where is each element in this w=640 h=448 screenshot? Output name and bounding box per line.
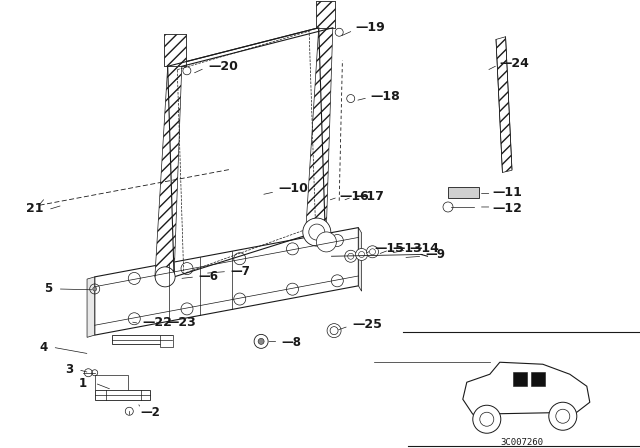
Polygon shape <box>155 66 182 277</box>
Polygon shape <box>513 372 527 386</box>
Polygon shape <box>316 1 335 28</box>
Circle shape <box>93 287 97 291</box>
Circle shape <box>548 402 577 430</box>
Text: —16: —16 <box>339 190 369 203</box>
Circle shape <box>473 405 500 433</box>
Polygon shape <box>112 335 172 344</box>
Circle shape <box>155 267 175 287</box>
Polygon shape <box>496 37 512 172</box>
Circle shape <box>258 338 264 345</box>
Polygon shape <box>358 228 362 291</box>
Text: —11: —11 <box>493 186 523 199</box>
Text: —22: —22 <box>142 316 172 329</box>
Text: —20: —20 <box>208 60 238 73</box>
Circle shape <box>367 246 378 258</box>
Text: —12: —12 <box>493 202 523 215</box>
Text: —2: —2 <box>141 405 161 419</box>
Text: —19: —19 <box>355 21 385 34</box>
Circle shape <box>316 232 337 252</box>
Circle shape <box>356 249 367 260</box>
Text: 3C007260: 3C007260 <box>500 438 543 447</box>
Text: —10: —10 <box>278 181 308 195</box>
Text: —6: —6 <box>198 270 218 284</box>
Text: —23: —23 <box>166 316 196 329</box>
Text: —9: —9 <box>426 247 445 261</box>
Polygon shape <box>531 372 545 386</box>
Polygon shape <box>87 277 95 337</box>
Polygon shape <box>160 335 173 347</box>
Text: —15: —15 <box>374 242 404 255</box>
Text: —18: —18 <box>370 90 399 103</box>
Text: 3: 3 <box>65 363 74 376</box>
Text: 4: 4 <box>40 340 48 354</box>
Text: —8: —8 <box>282 336 301 349</box>
Text: 1: 1 <box>78 376 86 390</box>
Polygon shape <box>95 375 128 390</box>
Circle shape <box>303 218 331 246</box>
Text: 5: 5 <box>44 282 52 296</box>
Text: —14: —14 <box>410 242 440 255</box>
Polygon shape <box>306 28 333 228</box>
Text: —17: —17 <box>354 190 384 203</box>
Text: 21: 21 <box>26 202 44 215</box>
Circle shape <box>345 250 356 262</box>
Polygon shape <box>448 187 479 198</box>
Text: —24: —24 <box>499 57 529 70</box>
Circle shape <box>254 334 268 349</box>
Polygon shape <box>164 34 186 66</box>
Text: —13: —13 <box>392 242 422 255</box>
Text: —7: —7 <box>230 265 250 278</box>
Polygon shape <box>95 390 150 400</box>
Circle shape <box>327 323 341 338</box>
Text: —25: —25 <box>352 318 382 332</box>
